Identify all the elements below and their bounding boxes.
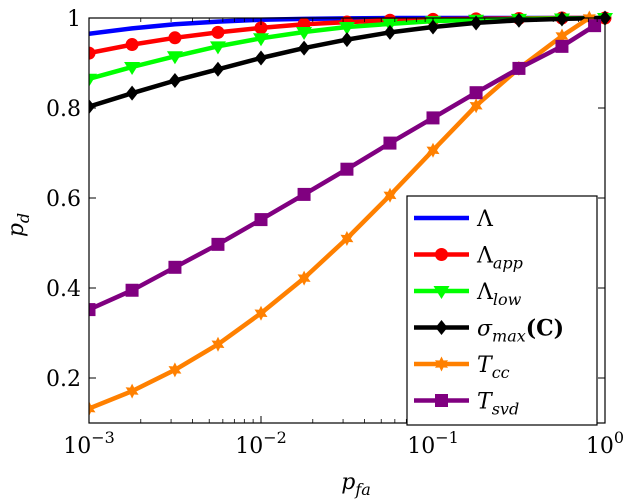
data-point: [166, 51, 183, 65]
data-point: [469, 98, 483, 114]
tick-layer: 10−3 10−2 10−1 100 0.2 0.4 0.6 0.8 1: [46, 7, 624, 459]
legend-marker: [435, 248, 448, 261]
legend-marker: [435, 320, 448, 335]
data-point: [254, 305, 268, 321]
data-point: [211, 25, 225, 39]
series-5: [89, 19, 602, 317]
x-axis-label: pfa: [341, 470, 371, 499]
plot-layer: [89, 10, 613, 417]
data-point: [340, 162, 354, 176]
data-point: [211, 237, 225, 251]
y-tick-label: 0.8: [46, 97, 81, 122]
data-point: [254, 213, 268, 227]
legend-label: σmax(C): [477, 316, 564, 346]
data-point: [168, 73, 181, 89]
series-3: [89, 10, 611, 115]
legend-label: Tcc: [477, 353, 510, 382]
legend-label: Λapp: [476, 244, 523, 273]
data-point: [426, 111, 440, 125]
data-point: [125, 383, 139, 399]
legend: Λ Λapp Λlow σmax(C) Tcc Tsvd: [406, 195, 598, 426]
data-point: [340, 32, 353, 48]
legend-entry: σmax(C): [414, 316, 564, 346]
legend-entry: Tcc: [414, 353, 510, 382]
data-point: [588, 19, 602, 33]
x-tick-label: 10−3: [63, 428, 115, 459]
data-point: [168, 31, 182, 45]
legend-marker: [435, 394, 448, 407]
y-tick-label: 0.4: [46, 277, 81, 302]
data-point: [297, 270, 311, 286]
data-point: [168, 362, 182, 378]
legend-label: Λ: [476, 207, 494, 232]
data-point: [383, 24, 396, 40]
data-point: [125, 38, 139, 52]
data-point: [297, 187, 311, 201]
data-point: [555, 28, 569, 44]
legend-marker: [433, 286, 450, 299]
y-tick-label: 0.2: [46, 367, 81, 392]
data-point: [168, 260, 182, 274]
data-point: [338, 22, 355, 35]
data-point: [209, 41, 226, 55]
data-point: [340, 231, 354, 246]
data-point: [470, 15, 483, 31]
data-point: [126, 85, 139, 101]
data-point: [89, 401, 96, 417]
legend-entry: Tsvd: [414, 390, 519, 419]
data-point: [253, 33, 269, 47]
data-point: [211, 61, 224, 77]
data-point: [555, 39, 569, 53]
x-tick-label: 10−2: [235, 428, 287, 459]
y-tick-label: 1: [67, 7, 81, 32]
x-tick-label: 100: [586, 428, 624, 459]
data-point: [124, 62, 141, 76]
data-point: [426, 142, 440, 158]
data-point: [89, 303, 96, 317]
data-point: [383, 187, 397, 203]
y-tick-label: 0.6: [46, 187, 81, 212]
data-point: [427, 19, 439, 35]
frame-layer: [88, 17, 606, 424]
legend-entry: Λapp: [414, 244, 523, 273]
data-point: [255, 50, 267, 66]
legend-marker: [435, 356, 448, 372]
legend-entry: Λlow: [414, 280, 522, 309]
data-point: [89, 99, 95, 115]
data-point: [298, 40, 311, 56]
legend-label: Tsvd: [477, 390, 519, 419]
data-point: [296, 26, 313, 40]
data-point: [512, 61, 526, 75]
data-point: [89, 46, 96, 60]
legend-box: [406, 195, 598, 426]
x-tick-label: 10−1: [407, 428, 459, 459]
plot-frame: [88, 17, 606, 424]
data-point: [512, 12, 525, 28]
data-point: [211, 336, 225, 352]
legend-entry: Λ: [414, 207, 494, 232]
data-point: [89, 73, 97, 87]
data-point: [125, 283, 139, 297]
data-point: [254, 21, 268, 35]
legend-label: Λlow: [476, 280, 522, 309]
data-point: [383, 136, 397, 150]
data-point: [555, 11, 568, 27]
y-axis-label: pd: [4, 213, 33, 237]
data-point: [469, 86, 483, 100]
